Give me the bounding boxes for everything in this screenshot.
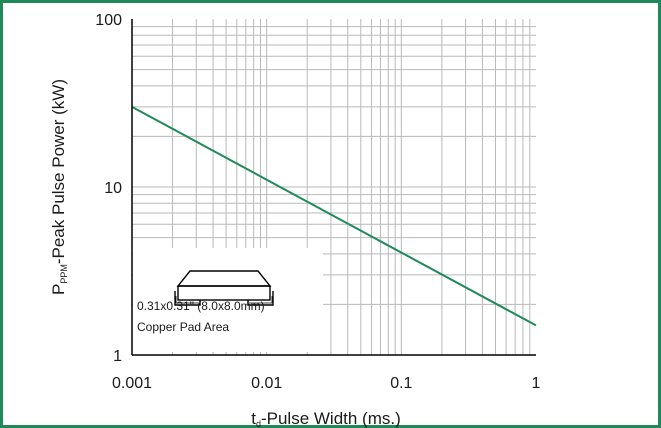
y-tick-label: 100 [95, 12, 122, 29]
x-tick-label: 0.001 [112, 375, 152, 392]
annotation-pad-area: Copper Pad Area [137, 320, 229, 334]
x-tick-label: 1 [532, 375, 541, 392]
annotation-pad-size: 0.31x0.31" (8.0x8.0mm) [137, 299, 265, 313]
axes [131, 19, 536, 356]
x-tick-label: 0.1 [390, 375, 412, 392]
x-axis-label-sub: d [256, 419, 261, 428]
y-tick-labels: 1 10 100 [95, 12, 122, 365]
y-axis-label-suffix: -Peak Pulse Power (kW) [49, 79, 68, 264]
inset-box: 0.31x0.31" (8.0x8.0mm) Copper Pad Area [133, 248, 323, 352]
x-axis-label-suffix: -Pulse Width (ms.) [261, 409, 401, 428]
series-layer [131, 105, 537, 327]
y-tick-label: 1 [113, 348, 122, 365]
y-axis-label: PPPM-Peak Pulse Power (kW) [49, 79, 69, 295]
x-axis-label: td-Pulse Width (ms.) [251, 409, 401, 428]
x-tick-label: 0.01 [251, 375, 282, 392]
y-axis-label-prefix: P [49, 284, 68, 295]
x-tick-labels: 0.001 0.01 0.1 1 [112, 375, 541, 392]
y-axis-label-sub: PPM [59, 264, 69, 284]
y-tick-label: 10 [104, 180, 122, 197]
x-axis-label-prefix: t [251, 409, 256, 428]
series-line-0 [131, 105, 537, 327]
smd-package-icon [174, 270, 274, 306]
